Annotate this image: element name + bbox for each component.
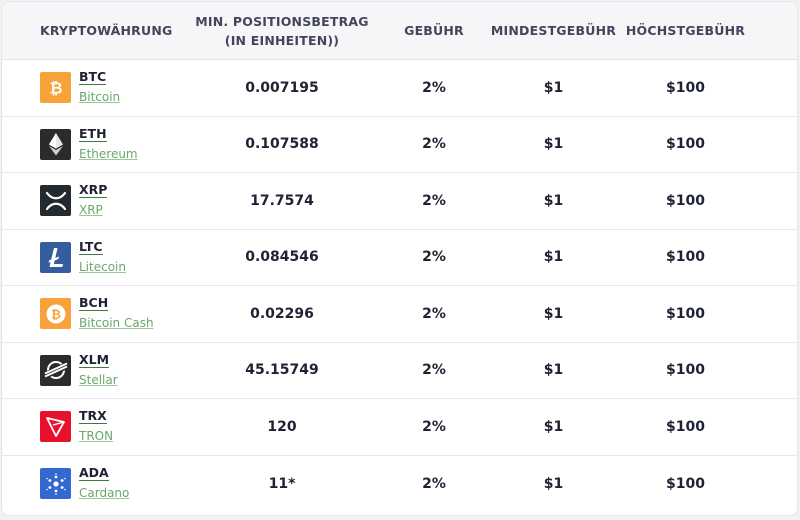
header-max-fee: HÖCHSTGEBÜHR xyxy=(625,23,746,38)
max-fee-value: $100 xyxy=(666,249,705,266)
fee-value: 2% xyxy=(422,362,446,379)
coin-cell: LTC Litecoin xyxy=(2,239,180,276)
min-fee-value: $1 xyxy=(543,192,564,209)
max-fee-value: $100 xyxy=(666,305,705,322)
min-position-value: 11* xyxy=(268,475,296,492)
svg-text:₿: ₿ xyxy=(51,307,61,321)
coin-name-link[interactable]: Bitcoin xyxy=(79,90,121,105)
table-body: ₿ BTC Bitcoin 0.007195 2% $1 $100 ETH Et… xyxy=(2,60,797,512)
table-row: LTC Litecoin 0.084546 2% $1 $100 xyxy=(2,230,797,286)
fee-value: 2% xyxy=(422,192,446,209)
fee-value: 2% xyxy=(422,79,446,96)
bitcoin-cash-icon: ₿ xyxy=(40,298,71,330)
min-fee-value: $1 xyxy=(543,418,564,435)
coin-symbol-link[interactable]: BCH xyxy=(79,295,109,312)
fee-value: 2% xyxy=(422,136,446,153)
coin-cell: ADA Cardano xyxy=(2,465,180,502)
cardano-icon xyxy=(40,468,71,500)
table-row: ADA Cardano 11* 2% $1 $100 xyxy=(2,456,797,513)
coin-cell: ₿ BCH Bitcoin Cash xyxy=(2,295,180,332)
coin-name-link[interactable]: Ethereum xyxy=(79,146,138,161)
max-fee-value: $100 xyxy=(666,79,705,96)
max-fee-value: $100 xyxy=(666,362,705,379)
min-fee-value: $1 xyxy=(543,475,564,492)
max-fee-value: $100 xyxy=(666,418,705,435)
table-row: TRX TRON 120 2% $1 $100 xyxy=(2,399,797,456)
coin-name-link[interactable]: Bitcoin Cash xyxy=(79,316,154,331)
min-position-value: 0.084546 xyxy=(245,249,319,266)
min-fee-value: $1 xyxy=(543,79,564,96)
coin-cell: TRX TRON xyxy=(2,408,180,445)
table-row: ₿ BTC Bitcoin 0.007195 2% $1 $100 xyxy=(2,60,797,117)
min-position-value: 120 xyxy=(267,418,297,435)
table-header: KRYPTOWÄHRUNG MIN. POSITIONSBETRAG (IN E… xyxy=(2,2,797,60)
header-crypto: KRYPTOWÄHRUNG xyxy=(40,23,173,38)
max-fee-value: $100 xyxy=(666,136,705,153)
litecoin-icon xyxy=(40,241,71,273)
header-min-fee: MINDESTGEBÜHR xyxy=(490,23,617,38)
min-fee-value: $1 xyxy=(543,249,564,266)
svg-text:₿: ₿ xyxy=(49,78,62,97)
coin-symbol-link[interactable]: XRP xyxy=(79,182,108,199)
min-position-value: 0.007195 xyxy=(245,79,319,96)
header-fee: GEBÜHR xyxy=(404,23,464,38)
table-row: ETH Ethereum 0.107588 2% $1 $100 xyxy=(2,117,797,173)
table-row: XRP XRP 17.7574 2% $1 $100 xyxy=(2,173,797,230)
fee-value: 2% xyxy=(422,249,446,266)
tron-icon xyxy=(40,411,71,443)
header-min-position: MIN. POSITIONSBETRAG (IN EINHEITEN)) xyxy=(180,12,384,50)
coin-name-link[interactable]: Cardano xyxy=(79,486,130,501)
min-fee-value: $1 xyxy=(543,305,564,322)
stellar-icon xyxy=(40,354,71,386)
coin-name-link[interactable]: TRON xyxy=(79,429,114,444)
coin-symbol-link[interactable]: LTC xyxy=(79,238,103,255)
coin-cell: ₿ BTC Bitcoin xyxy=(2,69,180,106)
coin-symbol-link[interactable]: XLM xyxy=(79,351,110,368)
coin-cell: XLM Stellar xyxy=(2,352,180,389)
coin-name-link[interactable]: XRP xyxy=(79,203,103,218)
min-position-value: 0.02296 xyxy=(250,305,314,322)
min-fee-value: $1 xyxy=(543,136,564,153)
coin-cell: XRP XRP xyxy=(2,182,180,219)
coin-symbol-link[interactable]: ADA xyxy=(79,465,109,482)
coin-cell: ETH Ethereum xyxy=(2,126,180,163)
coin-name-link[interactable]: Stellar xyxy=(79,372,118,387)
ethereum-icon xyxy=(40,128,71,160)
coin-name-link[interactable]: Litecoin xyxy=(79,259,126,274)
min-position-value: 45.15749 xyxy=(245,362,319,379)
max-fee-value: $100 xyxy=(666,192,705,209)
table-row: ₿ BCH Bitcoin Cash 0.02296 2% $1 $100 xyxy=(2,286,797,343)
coin-symbol-link[interactable]: BTC xyxy=(79,69,107,86)
header-min-position-line1: MIN. POSITIONSBETRAG xyxy=(195,13,369,29)
min-position-value: 0.107588 xyxy=(245,136,319,153)
fee-value: 2% xyxy=(422,475,446,492)
min-fee-value: $1 xyxy=(543,362,564,379)
bitcoin-icon: ₿ xyxy=(40,72,71,104)
fee-value: 2% xyxy=(422,305,446,322)
coin-symbol-link[interactable]: TRX xyxy=(79,408,107,425)
xrp-icon xyxy=(40,185,71,217)
fee-value: 2% xyxy=(422,418,446,435)
header-min-position-line2: (IN EINHEITEN)) xyxy=(224,32,340,48)
max-fee-value: $100 xyxy=(666,475,705,492)
min-position-value: 17.7574 xyxy=(250,192,314,209)
table-row: XLM Stellar 45.15749 2% $1 $100 xyxy=(2,343,797,399)
coin-symbol-link[interactable]: ETH xyxy=(79,125,107,142)
